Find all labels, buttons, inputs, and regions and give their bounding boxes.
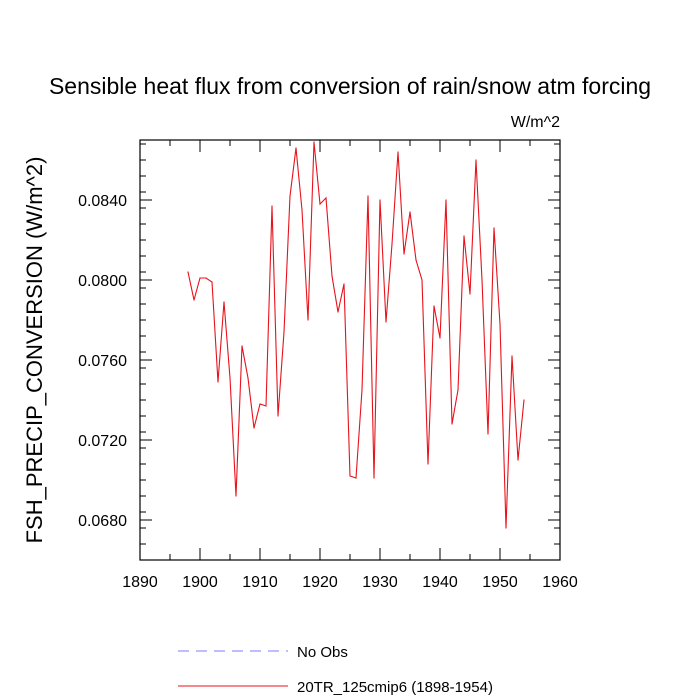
data-point [247,377,249,379]
x-tick-label: 1940 [422,574,458,591]
y-tick-label: 0.0760 [78,353,127,370]
data-point [289,195,291,197]
data-point [499,323,501,325]
axis-tick-labels: 1890 1900 1910 1920 1930 1940 1950 1960 0.0680 0.… [78,193,578,591]
data-point [397,151,399,153]
data-point [199,277,201,279]
data-point [511,355,513,357]
data-point [343,283,345,285]
plot-frame [139,139,561,561]
data-point [403,253,405,255]
data-point [469,293,471,295]
data-point [265,405,267,407]
data-point [271,205,273,207]
data-point [253,427,255,429]
data-point [295,147,297,149]
data-point [349,475,351,477]
x-tick-label: 1900 [182,574,218,591]
data-point [331,275,333,277]
data-point [229,377,231,379]
data-point [277,415,279,417]
data-point [187,271,189,273]
x-tick-label: 1930 [362,574,398,591]
y-axis-title: FSH_PRECIP_CONVERSION (W/m^2) [22,157,47,544]
data-point [241,345,243,347]
data-point [463,235,465,237]
y-tick-label: 0.0840 [78,193,127,210]
data-point [517,459,519,461]
data-point [313,141,315,143]
y-tick-label: 0.0800 [78,273,127,290]
data-point [433,305,435,307]
data-point [421,279,423,281]
series-line-0 [187,141,525,529]
data-point [481,279,483,281]
series-layer [187,141,525,529]
data-point [457,389,459,391]
data-point [427,463,429,465]
data-point [319,203,321,205]
data-point [205,277,207,279]
data-point [487,433,489,435]
data-point [385,321,387,323]
chart-title: Sensible heat flux from conversion of ra… [49,73,651,99]
data-point [445,199,447,201]
data-point [235,495,237,497]
data-point [223,301,225,303]
data-point [373,477,375,479]
data-point [451,423,453,425]
data-point [211,281,213,283]
x-tick-label: 1950 [482,574,518,591]
legend-label-no-obs: No Obs [297,644,348,661]
data-point [505,527,507,529]
data-point [409,211,411,213]
x-tick-label: 1920 [302,574,338,591]
data-point [367,195,369,197]
data-point [493,227,495,229]
data-point [337,311,339,313]
data-point [523,399,525,401]
data-point [439,337,441,339]
x-tick-label: 1890 [122,574,158,591]
x-tick-label: 1960 [542,574,578,591]
data-point [475,159,477,161]
legend: No Obs 20TR_125cmip6 (1898-1954) [178,644,493,696]
legend-label-20tr: 20TR_125cmip6 (1898-1954) [297,679,493,696]
axis-ticks [139,140,561,561]
data-point [193,299,195,301]
y-tick-label: 0.0680 [78,513,127,530]
data-point [307,319,309,321]
data-point [217,381,219,383]
y-tick-label: 0.0720 [78,433,127,450]
data-point [391,243,393,245]
data-point [259,403,261,405]
units-label: W/m^2 [511,114,560,131]
data-point [415,259,417,261]
data-point [361,389,363,391]
data-point [355,477,357,479]
x-tick-label: 1910 [242,574,278,591]
data-point [325,197,327,199]
data-point [283,331,285,333]
data-point [379,199,381,201]
data-point [301,209,303,211]
